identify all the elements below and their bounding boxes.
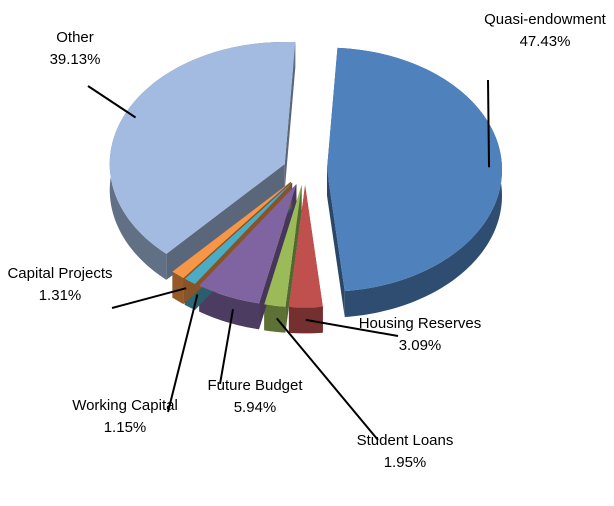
value-label: 1.31% [39,287,82,304]
slice-depth [284,42,296,190]
value-label: 47.43% [520,33,571,50]
category-label: Other [56,29,94,46]
category-label: Student Loans [357,432,454,449]
value-label: 3.09% [399,337,442,354]
data-label: Student Loans 1.95% [357,432,454,471]
category-label: Working Capital [72,397,178,414]
category-label: Quasi-endowment [484,11,607,28]
value-label: 1.15% [104,419,147,436]
category-label: Future Budget [207,377,303,394]
leader-line [487,79,491,168]
leader-line [276,317,379,441]
data-label: Other 39.13% [50,29,101,68]
data-label: Housing Reserves 3.09% [359,315,482,354]
slice-depth [199,285,260,330]
data-label: Capital Projects 1.31% [7,265,112,304]
leader-line [305,318,399,337]
leader-line [167,294,199,413]
data-label: Future Budget 5.94% [207,377,303,416]
slice [288,185,323,308]
value-label: 5.94% [234,399,277,416]
slice-depth [166,163,285,280]
leader-line [219,309,234,385]
slice-tops [109,41,502,308]
slice [199,184,297,304]
category-label: Capital Projects [7,265,112,282]
value-label: 1.95% [384,454,427,471]
leader-line [87,85,137,119]
slice-depth [264,304,286,333]
slice-depth [326,169,345,318]
slice [326,47,502,292]
slice [109,41,296,254]
slice [184,182,293,284]
leader-line [111,287,187,309]
value-label: 39.13% [50,51,101,68]
data-label: Working Capital 1.15% [72,397,178,436]
category-label: Housing Reserves [359,315,482,332]
slice [172,181,291,279]
slice-depth [172,271,184,305]
slice [264,185,302,307]
data-label: Quasi-endowment 47.43% [484,11,607,50]
